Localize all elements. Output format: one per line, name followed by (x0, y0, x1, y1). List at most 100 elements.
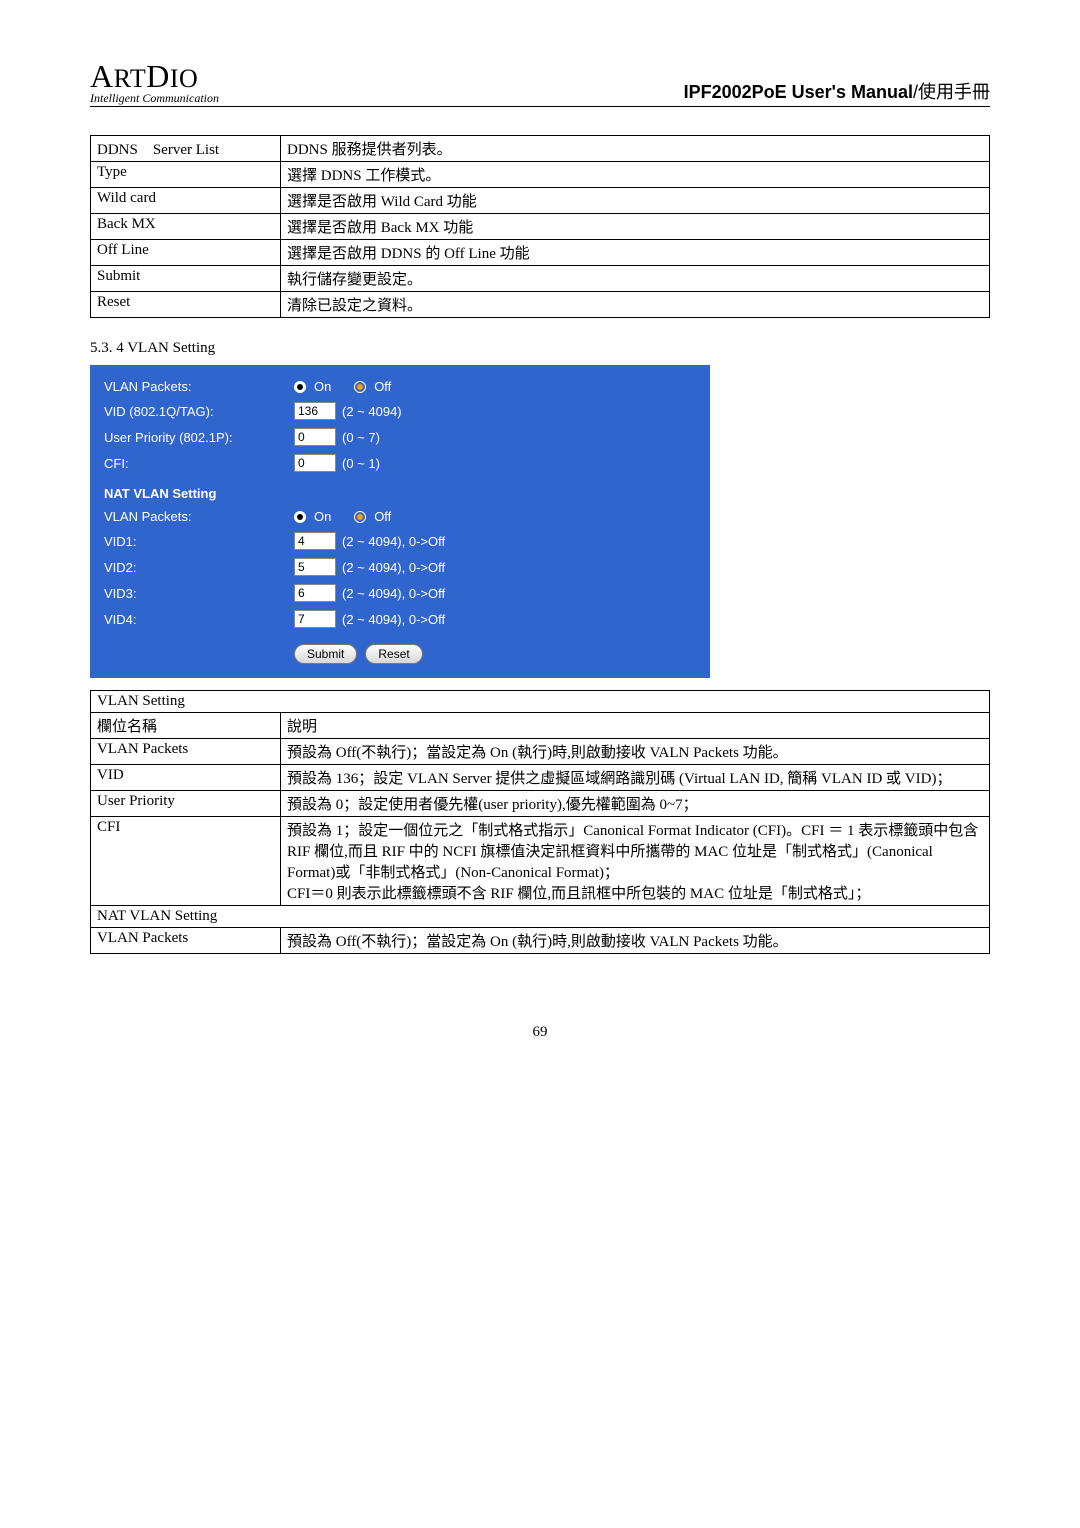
radio-off-label: Off (374, 509, 391, 524)
input-suffix: (0 ~ 7) (342, 430, 380, 445)
form-label: VID (802.1Q/TAG): (104, 404, 294, 419)
form-control: (0 ~ 7) (294, 428, 380, 446)
input-suffix: (2 ~ 4094), 0->Off (342, 534, 445, 549)
cell-col2: 預設為 1；設定一個位元之「制式格式指示」Canonical Format In… (281, 817, 990, 906)
cell-col2: 預設為 Off(不執行)；當設定為 On (執行)時,則啟動接收 VALN Pa… (281, 928, 990, 954)
form-label: CFI: (104, 456, 294, 471)
section-title: 5.3. 4 VLAN Setting (90, 340, 990, 357)
form-label: VLAN Packets: (104, 509, 294, 524)
form-control: On Off (294, 379, 391, 394)
form-control: (2 ~ 4094) (294, 402, 402, 420)
table-row: Submit執行儲存變更設定。 (91, 266, 990, 292)
input-suffix: (2 ~ 4094) (342, 404, 402, 419)
table-row: 欄位名稱說明 (91, 713, 990, 739)
form-control: On Off (294, 509, 391, 524)
cell-col2: 預設為 Off(不執行)；當設定為 On (執行)時,則啟動接收 VALN Pa… (281, 739, 990, 765)
input-suffix: (2 ~ 4094), 0->Off (342, 612, 445, 627)
table-row: DDNS Server ListDDNS 服務提供者列表。 (91, 136, 990, 162)
form-row: User Priority (802.1P): (0 ~ 7) (104, 424, 696, 450)
form-row: VLAN Packets:On Off (104, 375, 696, 398)
cell-col1: Back MX (91, 214, 281, 240)
nat-vlan-row-heading: NAT VLAN Setting (91, 906, 990, 928)
radio-on[interactable] (294, 511, 306, 523)
form-label: VLAN Packets: (104, 379, 294, 394)
table-row: VLAN Packets預設為 Off(不執行)；當設定為 On (執行)時,則… (91, 739, 990, 765)
table-row: User Priority預設為 0；設定使用者優先權(user priorit… (91, 791, 990, 817)
radio-on-label: On (314, 509, 331, 524)
form-row: VID (802.1Q/TAG): (2 ~ 4094) (104, 398, 696, 424)
cell-col1: VLAN Packets (91, 739, 281, 765)
form-label: VID2: (104, 560, 294, 575)
nat-vlan-heading: NAT VLAN Setting (104, 486, 696, 501)
form-row: VID4: (2 ~ 4094), 0->Off (104, 606, 696, 632)
number-input[interactable] (294, 610, 336, 628)
cell-col2: 選擇 DDNS 工作模式。 (281, 162, 990, 188)
form-label: VID1: (104, 534, 294, 549)
table-row: Reset清除已設定之資料。 (91, 292, 990, 318)
radio-off[interactable] (354, 511, 366, 523)
cell-col2: 清除已設定之資料。 (281, 292, 990, 318)
form-label: VID4: (104, 612, 294, 627)
cell-col2: 預設為 136；設定 VLAN Server 提供之虛擬區域網路識別碼 (Vir… (281, 765, 990, 791)
page-title-bold: IPF2002PoE User's Manual (684, 82, 913, 102)
form-label: User Priority (802.1P): (104, 430, 294, 445)
cell-col2: 說明 (281, 713, 990, 739)
table-row: VLAN Packets 預設為 Off(不執行)；當設定為 On (執行)時,… (91, 928, 990, 954)
cell-col1: Wild card (91, 188, 281, 214)
reset-button[interactable]: Reset (365, 644, 422, 664)
cell-col1: User Priority (91, 791, 281, 817)
cell-col1: Off Line (91, 240, 281, 266)
cell-col2: 選擇是否啟用 DDNS 的 Off Line 功能 (281, 240, 990, 266)
input-suffix: (2 ~ 4094), 0->Off (342, 560, 445, 575)
number-input[interactable] (294, 584, 336, 602)
radio-on-label: On (314, 379, 331, 394)
input-suffix: (0 ~ 1) (342, 456, 380, 471)
vlan-table: VLAN Setting 欄位名稱說明VLAN Packets預設為 Off(不… (90, 690, 990, 954)
cell-col2: 執行儲存變更設定。 (281, 266, 990, 292)
table-row: CFI預設為 1；設定一個位元之「制式格式指示」Canonical Format… (91, 817, 990, 906)
number-input[interactable] (294, 428, 336, 446)
form-control: (2 ~ 4094), 0->Off (294, 532, 445, 550)
number-input[interactable] (294, 402, 336, 420)
number-input[interactable] (294, 558, 336, 576)
form-row: VID2: (2 ~ 4094), 0->Off (104, 554, 696, 580)
cell-col1: Type (91, 162, 281, 188)
page-header: ARTDIO Intelligent Communication IPF2002… (90, 60, 990, 107)
page-title-rest: /使用手冊 (913, 82, 990, 102)
page-title: IPF2002PoE User's Manual/使用手冊 (684, 78, 990, 104)
form-row: VID1: (2 ~ 4094), 0->Off (104, 528, 696, 554)
form-row: VID3:(2 ~ 4094), 0->Off (104, 580, 696, 606)
radio-off-label: Off (374, 379, 391, 394)
vlan-form: VLAN Packets:On OffVID (802.1Q/TAG):(2 ~… (90, 365, 710, 678)
cell-col2: 選擇是否啟用 Back MX 功能 (281, 214, 990, 240)
form-row: CFI: (0 ~ 1) (104, 450, 696, 476)
table-row: Off Line選擇是否啟用 DDNS 的 Off Line 功能 (91, 240, 990, 266)
radio-off[interactable] (354, 381, 366, 393)
form-control: (0 ~ 1) (294, 454, 380, 472)
cell-col1: CFI (91, 817, 281, 906)
ddns-table: DDNS Server ListDDNS 服務提供者列表。Type選擇 DDNS… (90, 135, 990, 318)
logo-subtitle: Intelligent Communication (90, 92, 219, 104)
table-row: Type選擇 DDNS 工作模式。 (91, 162, 990, 188)
cell-col1: VLAN Packets (91, 928, 281, 954)
form-control: (2 ~ 4094), 0->Off (294, 584, 445, 602)
form-row: VLAN Packets:On Off (104, 505, 696, 528)
table-row: Wild card選擇是否啟用 Wild Card 功能 (91, 188, 990, 214)
page-number: 69 (90, 1024, 990, 1041)
cell-col1: DDNS Server List (91, 136, 281, 162)
number-input[interactable] (294, 454, 336, 472)
logo: ARTDIO Intelligent Communication (90, 60, 219, 104)
cell-col2: 預設為 0；設定使用者優先權(user priority),優先權範圍為 0~7… (281, 791, 990, 817)
cell-col1: Reset (91, 292, 281, 318)
cell-col1: Submit (91, 266, 281, 292)
vlan-table-heading: VLAN Setting (91, 691, 990, 713)
cell-col2: DDNS 服務提供者列表。 (281, 136, 990, 162)
number-input[interactable] (294, 532, 336, 550)
input-suffix: (2 ~ 4094), 0->Off (342, 586, 445, 601)
radio-on[interactable] (294, 381, 306, 393)
submit-button[interactable]: Submit (294, 644, 357, 664)
cell-col1: 欄位名稱 (91, 713, 281, 739)
table-row: Back MX選擇是否啟用 Back MX 功能 (91, 214, 990, 240)
logo-text: ARTDIO (90, 60, 219, 92)
table-row: VID預設為 136；設定 VLAN Server 提供之虛擬區域網路識別碼 (… (91, 765, 990, 791)
